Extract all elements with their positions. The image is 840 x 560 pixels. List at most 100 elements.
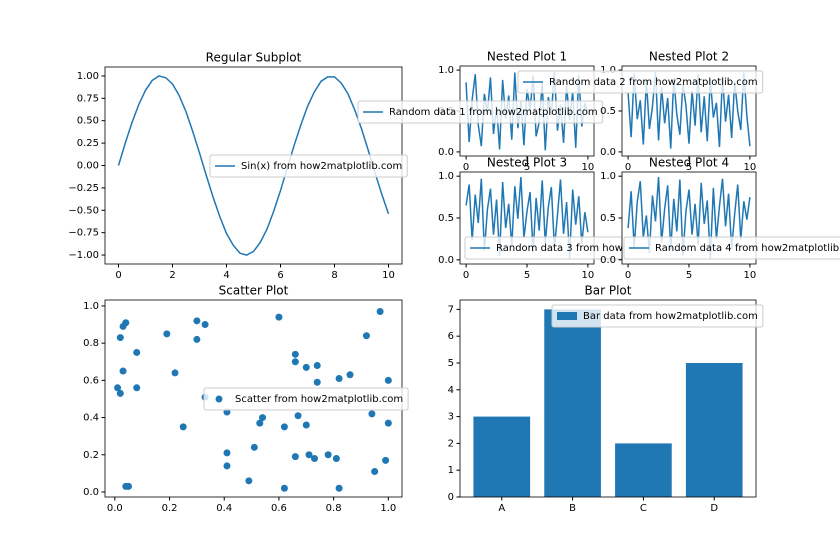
point [116,334,124,342]
point [133,348,141,356]
x-tick-label: 5 [524,162,530,173]
y-tick-label: 1.0 [438,65,454,76]
y-tick-label: 0.00 [77,161,99,172]
point [291,350,299,358]
legend: Sin(x) from how2matplotlib.com [209,154,408,178]
legend-label: Random data 2 from how2matplotlib.com [549,77,758,88]
line [627,71,751,149]
y-tick-label: 0.0 [600,255,616,266]
y-tick-label: 5 [448,358,454,369]
y-tick-label: 0.5 [600,213,616,224]
legend: Random data 2 from how2matplotlib.com [517,70,764,94]
point [223,462,231,470]
x-tick-label: 0.4 [216,503,232,514]
legend: Bar data from how2matplotlib.com [551,304,764,328]
point [371,468,379,476]
legend-box [551,304,764,328]
chart-title: Nested Plot 1 [487,50,567,64]
chart-title: Nested Plot 4 [649,156,729,170]
y-tick-label: 0.75 [77,93,99,104]
point [382,456,390,464]
y-tick-label: 0.4 [83,413,99,424]
legend-handle [215,395,223,403]
legend-label: Sin(x) from how2matplotlib.com [241,161,402,172]
x-tick-label: 2 [169,270,175,281]
point [125,482,133,490]
y-tick-label: 1.0 [438,171,454,182]
legend-label: Bar data from how2matplotlib.com [583,311,758,322]
point [376,308,384,316]
point [256,419,264,427]
x-tick-label: A [498,503,505,514]
y-tick-label: −0.25 [68,183,99,194]
x-tick-label: 8 [331,270,337,281]
point [335,375,343,383]
x-tick-label: C [640,503,647,514]
x-tick-label: 5 [686,162,692,173]
x-tick-label: 4 [223,270,229,281]
point [223,449,231,457]
y-tick-label: 0.5 [438,213,454,224]
point [368,410,376,418]
x-tick-label: 0.6 [271,503,287,514]
legend-box [357,100,604,124]
bar [544,309,601,497]
x-tick-label: 0 [625,162,631,173]
point [114,384,122,392]
point [335,484,343,492]
chart-title: Regular Subplot [206,51,302,65]
x-tick-label: 5 [686,270,692,281]
y-tick-label: 6 [448,331,454,342]
y-tick-label: 1.00 [77,71,99,82]
point [259,414,267,422]
chart-title: Nested Plot 3 [487,156,567,170]
y-tick-label: 0.0 [600,147,616,158]
legend-box [209,154,408,178]
point [116,389,124,397]
bar [473,416,531,497]
point [280,423,288,431]
legend: Scatter from how2matplotlib.com [203,387,409,411]
axes-frame [621,171,757,265]
chart-title: Bar Plot [585,284,632,298]
legend-label: Scatter from how2matplotlib.com [235,394,403,405]
x-tick-label: 10 [744,162,757,173]
point [302,363,310,371]
x-tick-label: 0 [463,270,469,281]
point [119,367,127,375]
point [275,313,283,321]
y-tick-label: 0.0 [83,487,99,498]
y-tick-label: 2 [448,438,454,449]
y-tick-label: 4 [448,385,454,396]
point [313,378,321,386]
x-tick-label: 10 [744,270,757,281]
y-tick-label: 0 [448,492,454,503]
x-tick-label: B [569,503,576,514]
chart-title: Nested Plot 2 [649,50,729,64]
y-tick-label: 3 [448,412,454,423]
legend-box [623,236,840,260]
point [193,317,201,325]
point [171,369,179,377]
chart-title: Scatter Plot [219,284,289,298]
y-tick-label: −1.00 [68,250,99,261]
axes-frame [459,171,595,265]
x-tick-label: 10 [382,270,395,281]
point [179,423,187,431]
point [294,412,302,420]
y-tick-label: 0.5 [600,106,616,117]
legend-label: Random data 3 from how2matplotlib.com [496,243,705,254]
bar [685,362,743,497]
y-tick-label: 0.0 [438,147,454,158]
y-tick-label: 0.25 [77,138,99,149]
x-tick-label: 0 [463,162,469,173]
legend-box [517,70,764,94]
y-tick-label: 0.0 [438,255,454,266]
point [384,376,392,384]
y-tick-label: 1.0 [83,301,99,312]
point [133,384,141,392]
y-tick-label: 7 [448,304,454,315]
legend-label: Random data 1 from how2matplotlib.com [389,107,598,118]
